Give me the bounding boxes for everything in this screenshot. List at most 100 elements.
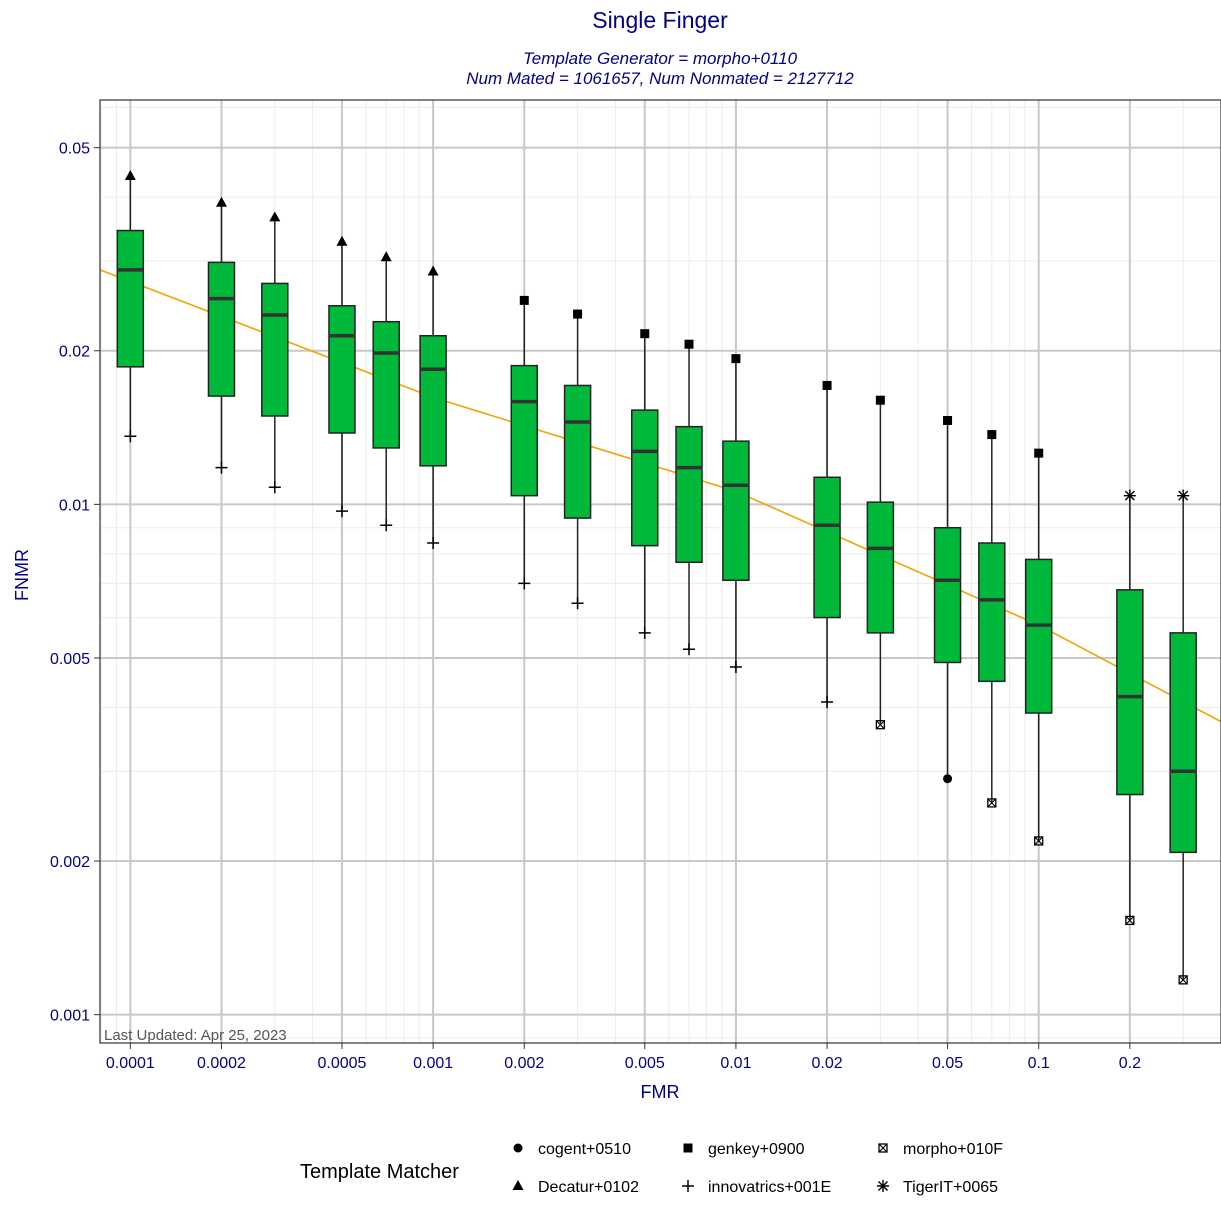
box-iqr <box>675 425 703 564</box>
min-marker <box>1178 975 1188 985</box>
boxplot <box>631 329 659 639</box>
y-tick-label: 0.01 <box>59 497 90 514</box>
max-marker <box>1177 489 1190 502</box>
box-iqr <box>207 261 236 397</box>
boxplot <box>813 380 841 708</box>
square-marker <box>684 339 694 349</box>
boxed-x-frame <box>1034 836 1044 846</box>
plus-marker <box>729 661 742 674</box>
plus-marker <box>571 597 584 610</box>
x-tick-label: 0.0002 <box>197 1055 246 1072</box>
plus-marker <box>335 505 348 518</box>
square-marker <box>943 415 953 425</box>
plus-marker <box>518 577 531 590</box>
legend-key <box>877 1180 889 1192</box>
y-tick-label: 0.02 <box>59 344 90 361</box>
triangle-marker <box>380 251 392 262</box>
max-marker <box>822 380 832 390</box>
legend-label: innovatrics+001E <box>708 1179 831 1196</box>
square-marker <box>987 430 997 440</box>
min-marker <box>124 430 137 443</box>
legend-item: innovatrics+001E <box>682 1179 831 1196</box>
triangle-marker <box>269 211 281 222</box>
legend-key <box>512 1180 524 1190</box>
boxed-x-frame <box>875 720 886 730</box>
x-tick-label: 0.0001 <box>106 1055 155 1072</box>
square-marker <box>1034 448 1044 458</box>
plot-border <box>99 99 1221 1044</box>
x-tick-label: 0.05 <box>932 1055 963 1072</box>
boxplot <box>510 295 539 590</box>
box-iqr <box>1024 558 1053 714</box>
max-marker <box>875 395 885 405</box>
box-iqr <box>116 229 145 368</box>
plus-marker <box>821 695 834 708</box>
max-marker <box>731 354 741 364</box>
min-marker <box>1034 836 1044 846</box>
max-marker <box>640 329 650 339</box>
legend-label: morpho+010F <box>903 1141 1003 1158</box>
boxplot <box>372 251 400 532</box>
legend-label: Decatur+0102 <box>538 1179 639 1196</box>
max-marker <box>124 170 136 181</box>
min-marker <box>427 537 440 550</box>
legend-key <box>682 1180 694 1192</box>
legend-item: morpho+010F <box>878 1141 1003 1158</box>
boxplot <box>866 395 895 730</box>
boxed-x-cross <box>1125 916 1135 925</box>
max-marker <box>269 211 281 222</box>
plot-area: 0.0001 0.0002 0.0005 0.001 0.002 0.005 0.01 0.0… <box>50 99 1221 1072</box>
boxplot <box>328 235 356 518</box>
box-iqr <box>866 501 895 634</box>
last-updated-annotation: Last Updated: Apr 25, 2023 <box>104 1027 287 1044</box>
plus-marker <box>124 430 137 443</box>
boxplot <box>1116 489 1144 926</box>
max-marker <box>1034 448 1044 458</box>
max-marker <box>943 415 953 425</box>
x-tick-label: 0.001 <box>413 1055 453 1072</box>
square-marker <box>683 1143 693 1153</box>
plus-marker <box>638 626 651 639</box>
max-marker <box>684 339 694 349</box>
box-iqr <box>419 335 447 467</box>
boxplot <box>978 430 1006 808</box>
square-marker <box>519 295 529 305</box>
boxplot <box>261 211 289 494</box>
x-tick-label: 0.002 <box>504 1055 544 1072</box>
legend-label: cogent+0510 <box>538 1141 631 1158</box>
asterisk-marker <box>1177 489 1190 502</box>
min-marker <box>268 481 281 494</box>
square-marker <box>875 395 885 405</box>
boxplot <box>116 170 145 443</box>
legend-item: Decatur+0102 <box>512 1179 639 1196</box>
legend-key <box>878 1143 888 1153</box>
max-marker <box>336 235 348 246</box>
min-marker <box>571 597 584 610</box>
boxed-x-cross <box>875 720 885 730</box>
y-tick-label: 0.001 <box>50 1008 90 1025</box>
boxplot <box>563 309 592 610</box>
max-marker <box>215 196 227 207</box>
box-iqr <box>261 282 289 417</box>
box-iqr <box>372 320 400 449</box>
chart-title: Single Finger <box>592 7 728 33</box>
box-iqr <box>978 542 1006 683</box>
chart-subtitle-line-1: Template Generator = morpho+0110 <box>523 49 798 68</box>
min-marker <box>729 661 742 674</box>
max-marker <box>519 295 529 305</box>
box-iqr <box>1116 589 1144 796</box>
triangle-marker <box>512 1180 524 1190</box>
min-marker <box>1125 915 1135 926</box>
max-marker <box>380 251 392 262</box>
boxed-x-frame <box>1125 915 1135 926</box>
min-marker <box>380 519 393 532</box>
boxplot <box>207 196 236 474</box>
min-marker <box>987 798 997 808</box>
min-marker <box>518 577 531 590</box>
box-iqr <box>722 440 750 582</box>
plus-marker <box>380 519 393 532</box>
x-tick-label: 0.2 <box>1119 1055 1141 1072</box>
legend-label: genkey+0900 <box>708 1141 805 1158</box>
boxed-x-cross <box>1034 836 1044 846</box>
